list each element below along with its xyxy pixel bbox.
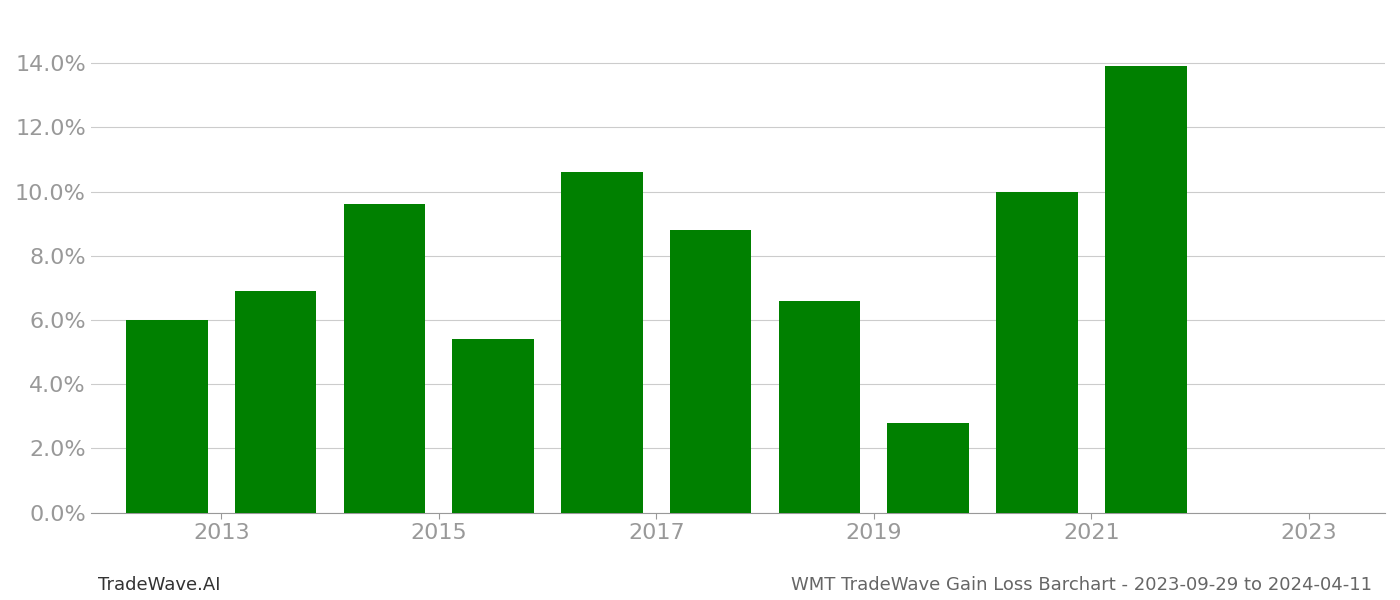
Bar	[126, 320, 207, 512]
Bar	[1105, 67, 1187, 512]
Bar	[778, 301, 860, 512]
Bar	[343, 205, 426, 512]
Text: TradeWave.AI: TradeWave.AI	[98, 576, 221, 594]
Text: WMT TradeWave Gain Loss Barchart - 2023-09-29 to 2024-04-11: WMT TradeWave Gain Loss Barchart - 2023-…	[791, 576, 1372, 594]
Bar	[561, 172, 643, 512]
Bar	[888, 422, 969, 512]
Bar	[235, 291, 316, 512]
Bar	[997, 191, 1078, 512]
Bar	[452, 339, 533, 512]
Bar	[669, 230, 752, 512]
